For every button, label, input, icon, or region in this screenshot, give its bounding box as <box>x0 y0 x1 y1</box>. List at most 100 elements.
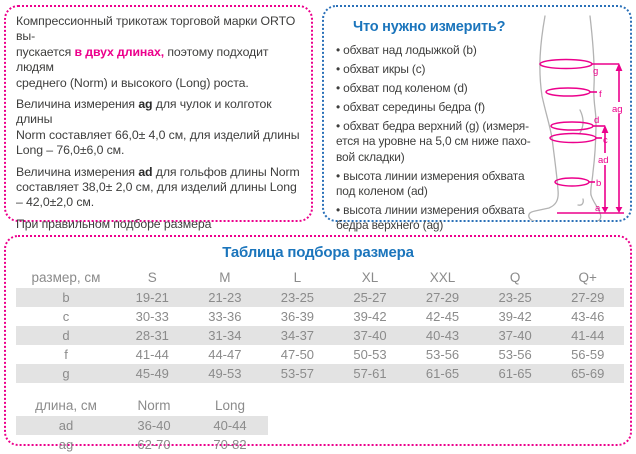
column-header: Q+ <box>578 269 597 285</box>
table-row-d: d 28-31 31-34 34-37 37-40 40-43 37-40 41… <box>16 326 624 345</box>
column-header: S <box>147 269 157 285</box>
info-box: Компрессионный трикотаж торговой марки O… <box>4 5 313 293</box>
leg-label-f: f <box>599 89 602 100</box>
info-paragraph-text: поэтому подходит людям среднего (Norm) и… <box>16 44 269 90</box>
table-cell: 36-39 <box>280 309 315 324</box>
info-paragraph-ag: Величина измерения ag для чулок и колгот… <box>16 97 302 159</box>
table-cell: 61-65 <box>478 364 552 383</box>
column-header: XL <box>361 269 379 285</box>
measure-item-ag: высота линии измерения обхвата бедра вер… <box>336 203 542 233</box>
table-row-b: b 19-21 21-23 23-25 25-27 27-29 23-25 27… <box>16 288 624 307</box>
info-paragraph-lengths: Компрессионный трикотаж торговой марки O… <box>16 14 302 91</box>
row-label: ad <box>16 416 116 435</box>
table-cell: 39-42 <box>353 309 387 324</box>
table-cell: 33-36 <box>208 309 242 324</box>
table-cell: 65-69 <box>551 364 624 383</box>
table-cell: 21-23 <box>188 288 262 307</box>
leg-label-ag: ag <box>612 104 623 115</box>
table-cell: 61-65 <box>406 364 479 383</box>
measure-item-d: обхват под коленом (d) <box>336 81 542 96</box>
column-header: L <box>293 269 302 285</box>
table-cell: 41-44 <box>135 347 169 362</box>
column-header: M <box>219 269 231 285</box>
table-cell: 27-29 <box>406 288 479 307</box>
table-cell: 50-53 <box>353 347 387 362</box>
table-cell: 62-70 <box>137 437 171 452</box>
row-label: g <box>16 364 116 383</box>
table-cell: 31-34 <box>188 326 262 345</box>
two-lengths-highlight: в двух длинах, <box>74 44 165 59</box>
measure-box-title: Что нужно измерить? <box>353 19 506 35</box>
table-cell: 41-44 <box>551 326 624 345</box>
row-label: ag <box>58 437 74 452</box>
column-header: Q <box>509 269 521 285</box>
table-row-c: c 30-33 33-36 36-39 39-42 42-45 39-42 43… <box>16 307 624 326</box>
info-paragraph-text: для чулок и колготок длины Norm составля… <box>16 97 300 158</box>
column-header: XXL <box>429 269 456 285</box>
row-label: c <box>62 309 70 324</box>
table-cell: 57-61 <box>333 364 407 383</box>
table-row-ag: ag 62-70 70-82 <box>16 435 268 454</box>
measure-item-c: обхват икры (c) <box>336 62 542 77</box>
table-cell: 36-40 <box>116 416 192 435</box>
table-cell: 25-27 <box>333 288 407 307</box>
info-paragraph-ad: Величина измерения ad для гольфов длины … <box>16 165 302 211</box>
table-cell: 42-45 <box>425 309 460 324</box>
leg-measurement-diagram-icon: g f d c b a ad ag <box>528 15 626 221</box>
table-cell: 43-46 <box>571 309 605 324</box>
measure-box: Что нужно измерить? обхват над лодыжкой … <box>322 5 632 232</box>
size-table-title: Таблица подбора размера <box>222 244 414 261</box>
length-table: длина, см Norm Long ad 36-40 40-44 ag 62… <box>16 394 268 454</box>
measure-item-ad: высота линии измерения обхвата под колен… <box>336 169 542 199</box>
table-cell: 23-25 <box>261 288 334 307</box>
info-paragraph-text: Компрессионный трикотаж торговой марки O… <box>16 14 296 59</box>
measure-item-b: обхват над лодыжкой (b) <box>336 43 542 58</box>
row-label: b <box>16 288 116 307</box>
table-cell: 23-25 <box>478 288 552 307</box>
table-cell: 19-21 <box>116 288 189 307</box>
leg-label-b: b <box>596 178 601 189</box>
column-header: Long <box>214 397 246 413</box>
table-cell: 37-40 <box>478 326 552 345</box>
measure-item-g: обхват бедра верхний (g) (измеря- ется н… <box>336 119 542 164</box>
leg-label-c: c <box>603 135 608 146</box>
length-table-header-row: длина, см Norm Long <box>16 394 268 416</box>
table-row-f: f 41-44 44-47 47-50 50-53 53-56 53-56 56… <box>16 345 624 364</box>
table-cell: 28-31 <box>116 326 189 345</box>
table-cell: 53-56 <box>425 347 460 362</box>
leg-label-ad: ad <box>598 155 609 166</box>
size-table: размер, см S M L XL XXL Q Q+ b 19-21 21-… <box>16 266 624 383</box>
table-cell: 44-47 <box>208 347 242 362</box>
info-paragraph-text: Величина измерения <box>16 164 139 179</box>
row-label: f <box>64 347 68 362</box>
size-table-box: Таблица подбора размера размер, см S M L… <box>4 235 632 452</box>
column-header: Norm <box>137 397 171 413</box>
row-label: d <box>16 326 116 345</box>
size-table-header-row: размер, см S M L XL XXL Q Q+ <box>16 266 624 288</box>
info-paragraph-text: для гольфов длины Norm составляет 38,0± … <box>16 164 300 210</box>
info-paragraph-text: Величина измерения <box>16 97 139 112</box>
ad-measure-highlight: ad <box>138 164 153 179</box>
column-header: длина, см <box>35 397 97 413</box>
table-cell: 45-49 <box>116 364 189 383</box>
measure-bullet-list: обхват над лодыжкой (b) обхват икры (c) … <box>336 43 542 233</box>
ag-measure-highlight: ag <box>138 97 153 112</box>
table-cell: 53-57 <box>261 364 334 383</box>
table-cell: 53-56 <box>498 347 532 362</box>
table-cell: 40-43 <box>406 326 479 345</box>
table-cell: 37-40 <box>333 326 407 345</box>
leg-label-g: g <box>593 66 598 77</box>
table-cell: 70-82 <box>213 437 247 452</box>
table-cell: 34-37 <box>261 326 334 345</box>
leg-label-d: d <box>594 115 599 126</box>
table-cell: 30-33 <box>135 309 169 324</box>
table-row-ad: ad 36-40 40-44 <box>16 416 268 435</box>
table-cell: 47-50 <box>280 347 315 362</box>
table-cell: 56-59 <box>571 347 605 362</box>
table-row-g: g 45-49 49-53 53-57 57-61 61-65 61-65 65… <box>16 364 624 383</box>
table-cell: 40-44 <box>192 416 268 435</box>
table-cell: 49-53 <box>188 364 262 383</box>
measure-item-f: обхват середины бедра (f) <box>336 100 542 115</box>
table-cell: 27-29 <box>551 288 624 307</box>
leg-label-a: a <box>595 203 601 214</box>
